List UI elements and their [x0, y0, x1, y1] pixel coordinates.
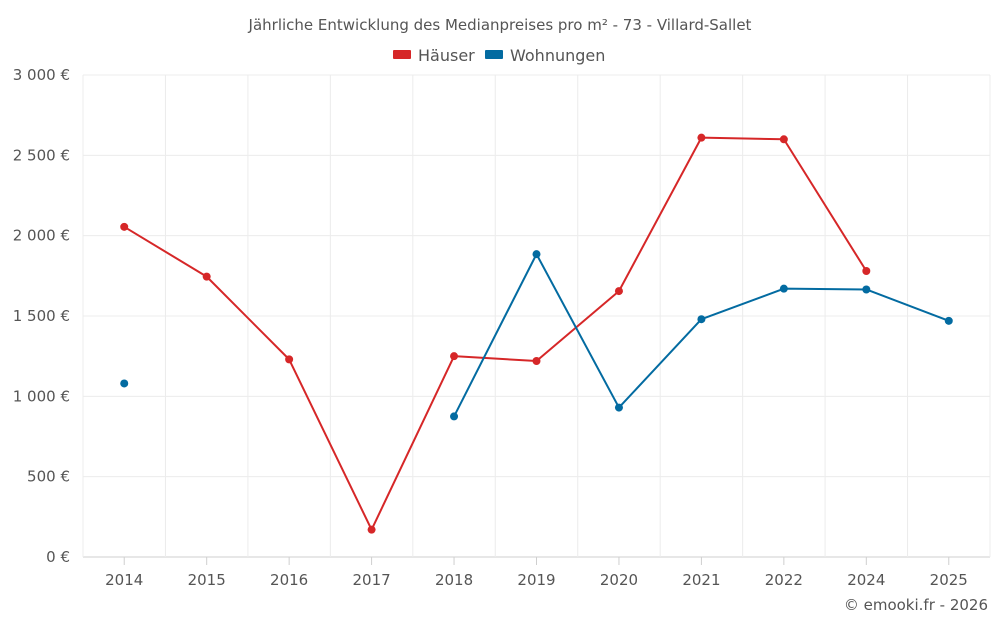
- y-tick-label: 2 000 €: [13, 227, 70, 245]
- series-layer: [120, 133, 953, 534]
- credit-text: © emooki.fr - 2026: [844, 596, 988, 614]
- data-point-haeuser-2019[interactable]: [532, 356, 541, 365]
- series-haeuser: [120, 133, 871, 534]
- chart-title: Jährliche Entwicklung des Medianpreises …: [248, 16, 752, 34]
- grid: [82, 74, 991, 558]
- data-point-wohnungen-2025[interactable]: [944, 316, 953, 325]
- series-line-haeuser: [123, 136, 868, 531]
- y-tick-label: 0 €: [46, 548, 70, 566]
- data-point-haeuser-2024[interactable]: [862, 267, 871, 276]
- x-tick-label: 2021: [682, 571, 720, 589]
- data-point-haeuser-2015[interactable]: [202, 272, 211, 281]
- legend-item-haeuser[interactable]: Häuser: [393, 46, 475, 65]
- legend-label-haeuser: Häuser: [418, 46, 475, 65]
- data-point-haeuser-2014[interactable]: [120, 222, 129, 231]
- x-tick-label: 2014: [105, 571, 143, 589]
- data-point-haeuser-2021[interactable]: [697, 133, 706, 142]
- legend-swatch-haeuser: [393, 50, 411, 59]
- data-point-wohnungen-2018[interactable]: [450, 412, 459, 421]
- data-point-haeuser-2017[interactable]: [367, 525, 376, 534]
- series-line-wohnungen: [453, 253, 950, 417]
- series-wohnungen: [120, 250, 953, 421]
- legend-swatch-wohnungen: [485, 50, 503, 59]
- legend-label-wohnungen: Wohnungen: [510, 46, 605, 65]
- y-tick-label: 2 500 €: [13, 146, 70, 164]
- x-tick-label: 2022: [765, 571, 803, 589]
- data-point-haeuser-2020[interactable]: [614, 287, 623, 296]
- data-point-haeuser-2016[interactable]: [285, 355, 294, 364]
- x-tick-label: 2025: [930, 571, 968, 589]
- x-axis: 2014 2015 2016 2017 2018 2019 2020 2021 2022 2024…: [105, 557, 968, 589]
- data-point-wohnungen-2014[interactable]: [120, 379, 129, 388]
- y-axis: 0 € 500 € 1 000 € 1 500 € 2 000 € 2 500 € 3 00…: [13, 66, 70, 566]
- legend-item-wohnungen[interactable]: Wohnungen: [485, 46, 605, 65]
- data-point-wohnungen-2020[interactable]: [614, 403, 623, 412]
- y-tick-label: 500 €: [27, 468, 70, 486]
- x-tick-label: 2024: [847, 571, 885, 589]
- legend: Häuser Wohnungen: [393, 46, 605, 65]
- x-tick-label: 2017: [352, 571, 390, 589]
- data-point-wohnungen-2024[interactable]: [862, 285, 871, 294]
- data-point-wohnungen-2021[interactable]: [697, 315, 706, 324]
- x-tick-label: 2016: [270, 571, 308, 589]
- x-tick-label: 2019: [517, 571, 555, 589]
- x-tick-label: 2020: [600, 571, 638, 589]
- data-point-wohnungen-2022[interactable]: [779, 284, 788, 293]
- data-point-haeuser-2022[interactable]: [779, 135, 788, 144]
- x-tick-label: 2015: [188, 571, 226, 589]
- y-tick-label: 3 000 €: [13, 66, 70, 84]
- data-point-haeuser-2018[interactable]: [450, 352, 459, 361]
- x-tick-label: 2018: [435, 571, 473, 589]
- y-tick-label: 1 000 €: [13, 387, 70, 405]
- data-point-wohnungen-2019[interactable]: [532, 250, 541, 259]
- y-tick-label: 1 500 €: [13, 307, 70, 325]
